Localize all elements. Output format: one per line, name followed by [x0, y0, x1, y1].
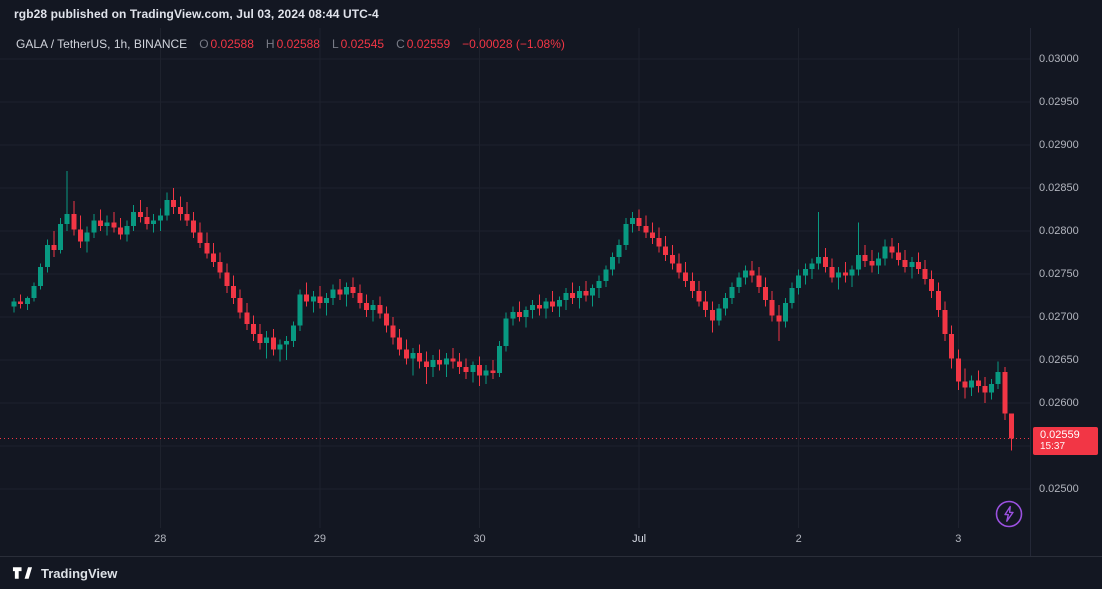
time-axis-label: 28 — [154, 533, 167, 545]
time-axis-label: 3 — [955, 533, 962, 545]
price-axis-label: 0.02500 — [1039, 483, 1079, 495]
price-axis-label: 0.02700 — [1039, 311, 1079, 323]
bar-countdown: 15:37 — [1040, 441, 1066, 453]
chart-legend: GALA / TetherUS, 1h, BINANCE O 0.02588 H… — [16, 37, 565, 51]
price-axis-label: 0.02900 — [1039, 139, 1079, 151]
chart-area[interactable]: GALA / TetherUS, 1h, BINANCE O 0.02588 H… — [0, 28, 1030, 556]
legend-open: O 0.02588 — [199, 37, 254, 51]
price-axis-label: 0.02950 — [1039, 96, 1079, 108]
price-axis-label: 0.02800 — [1039, 225, 1079, 237]
symbol-title: GALA / TetherUS, 1h, BINANCE — [16, 37, 188, 51]
legend-low: L 0.02545 — [331, 37, 385, 51]
tradingview-logo-icon[interactable] — [12, 565, 33, 581]
footer-bar: TradingView — [0, 556, 1102, 589]
time-axis-label: 29 — [313, 533, 327, 545]
price-axis-label: 0.02650 — [1039, 354, 1079, 366]
price-axis[interactable]: 0.03000 0.02950 0.02900 0.02850 0.02800 0.027… — [1030, 28, 1102, 556]
last-price-value: 0.02559 — [1040, 429, 1080, 442]
price-axis-label: 0.02600 — [1039, 397, 1079, 409]
price-axis-label: 0.02850 — [1039, 182, 1079, 194]
tradingview-wordmark[interactable]: TradingView — [41, 565, 118, 581]
legend-close: C 0.02559 — [396, 37, 451, 51]
price-axis-label: 0.03000 — [1039, 53, 1079, 65]
time-axis-label: 30 — [473, 533, 486, 545]
attribution-bar: rgb28 published on TradingView.com, Jul … — [14, 7, 379, 21]
time-axis-label: 2 — [795, 533, 802, 545]
price-axis-label: 0.02750 — [1039, 268, 1079, 280]
legend-change: −0.00028 (−1.08%) — [462, 37, 565, 51]
time-axis-label: Jul — [632, 533, 647, 545]
time-axis[interactable]: 28 29 30 Jul 2 3 — [0, 525, 1030, 556]
lightning-icon — [995, 500, 1023, 528]
lightning-button[interactable] — [994, 499, 1024, 529]
last-price-badge: 0.02559 15:37 — [1033, 427, 1098, 456]
candlestick-svg[interactable] — [0, 28, 1030, 556]
legend-high: H 0.02588 — [265, 37, 320, 51]
